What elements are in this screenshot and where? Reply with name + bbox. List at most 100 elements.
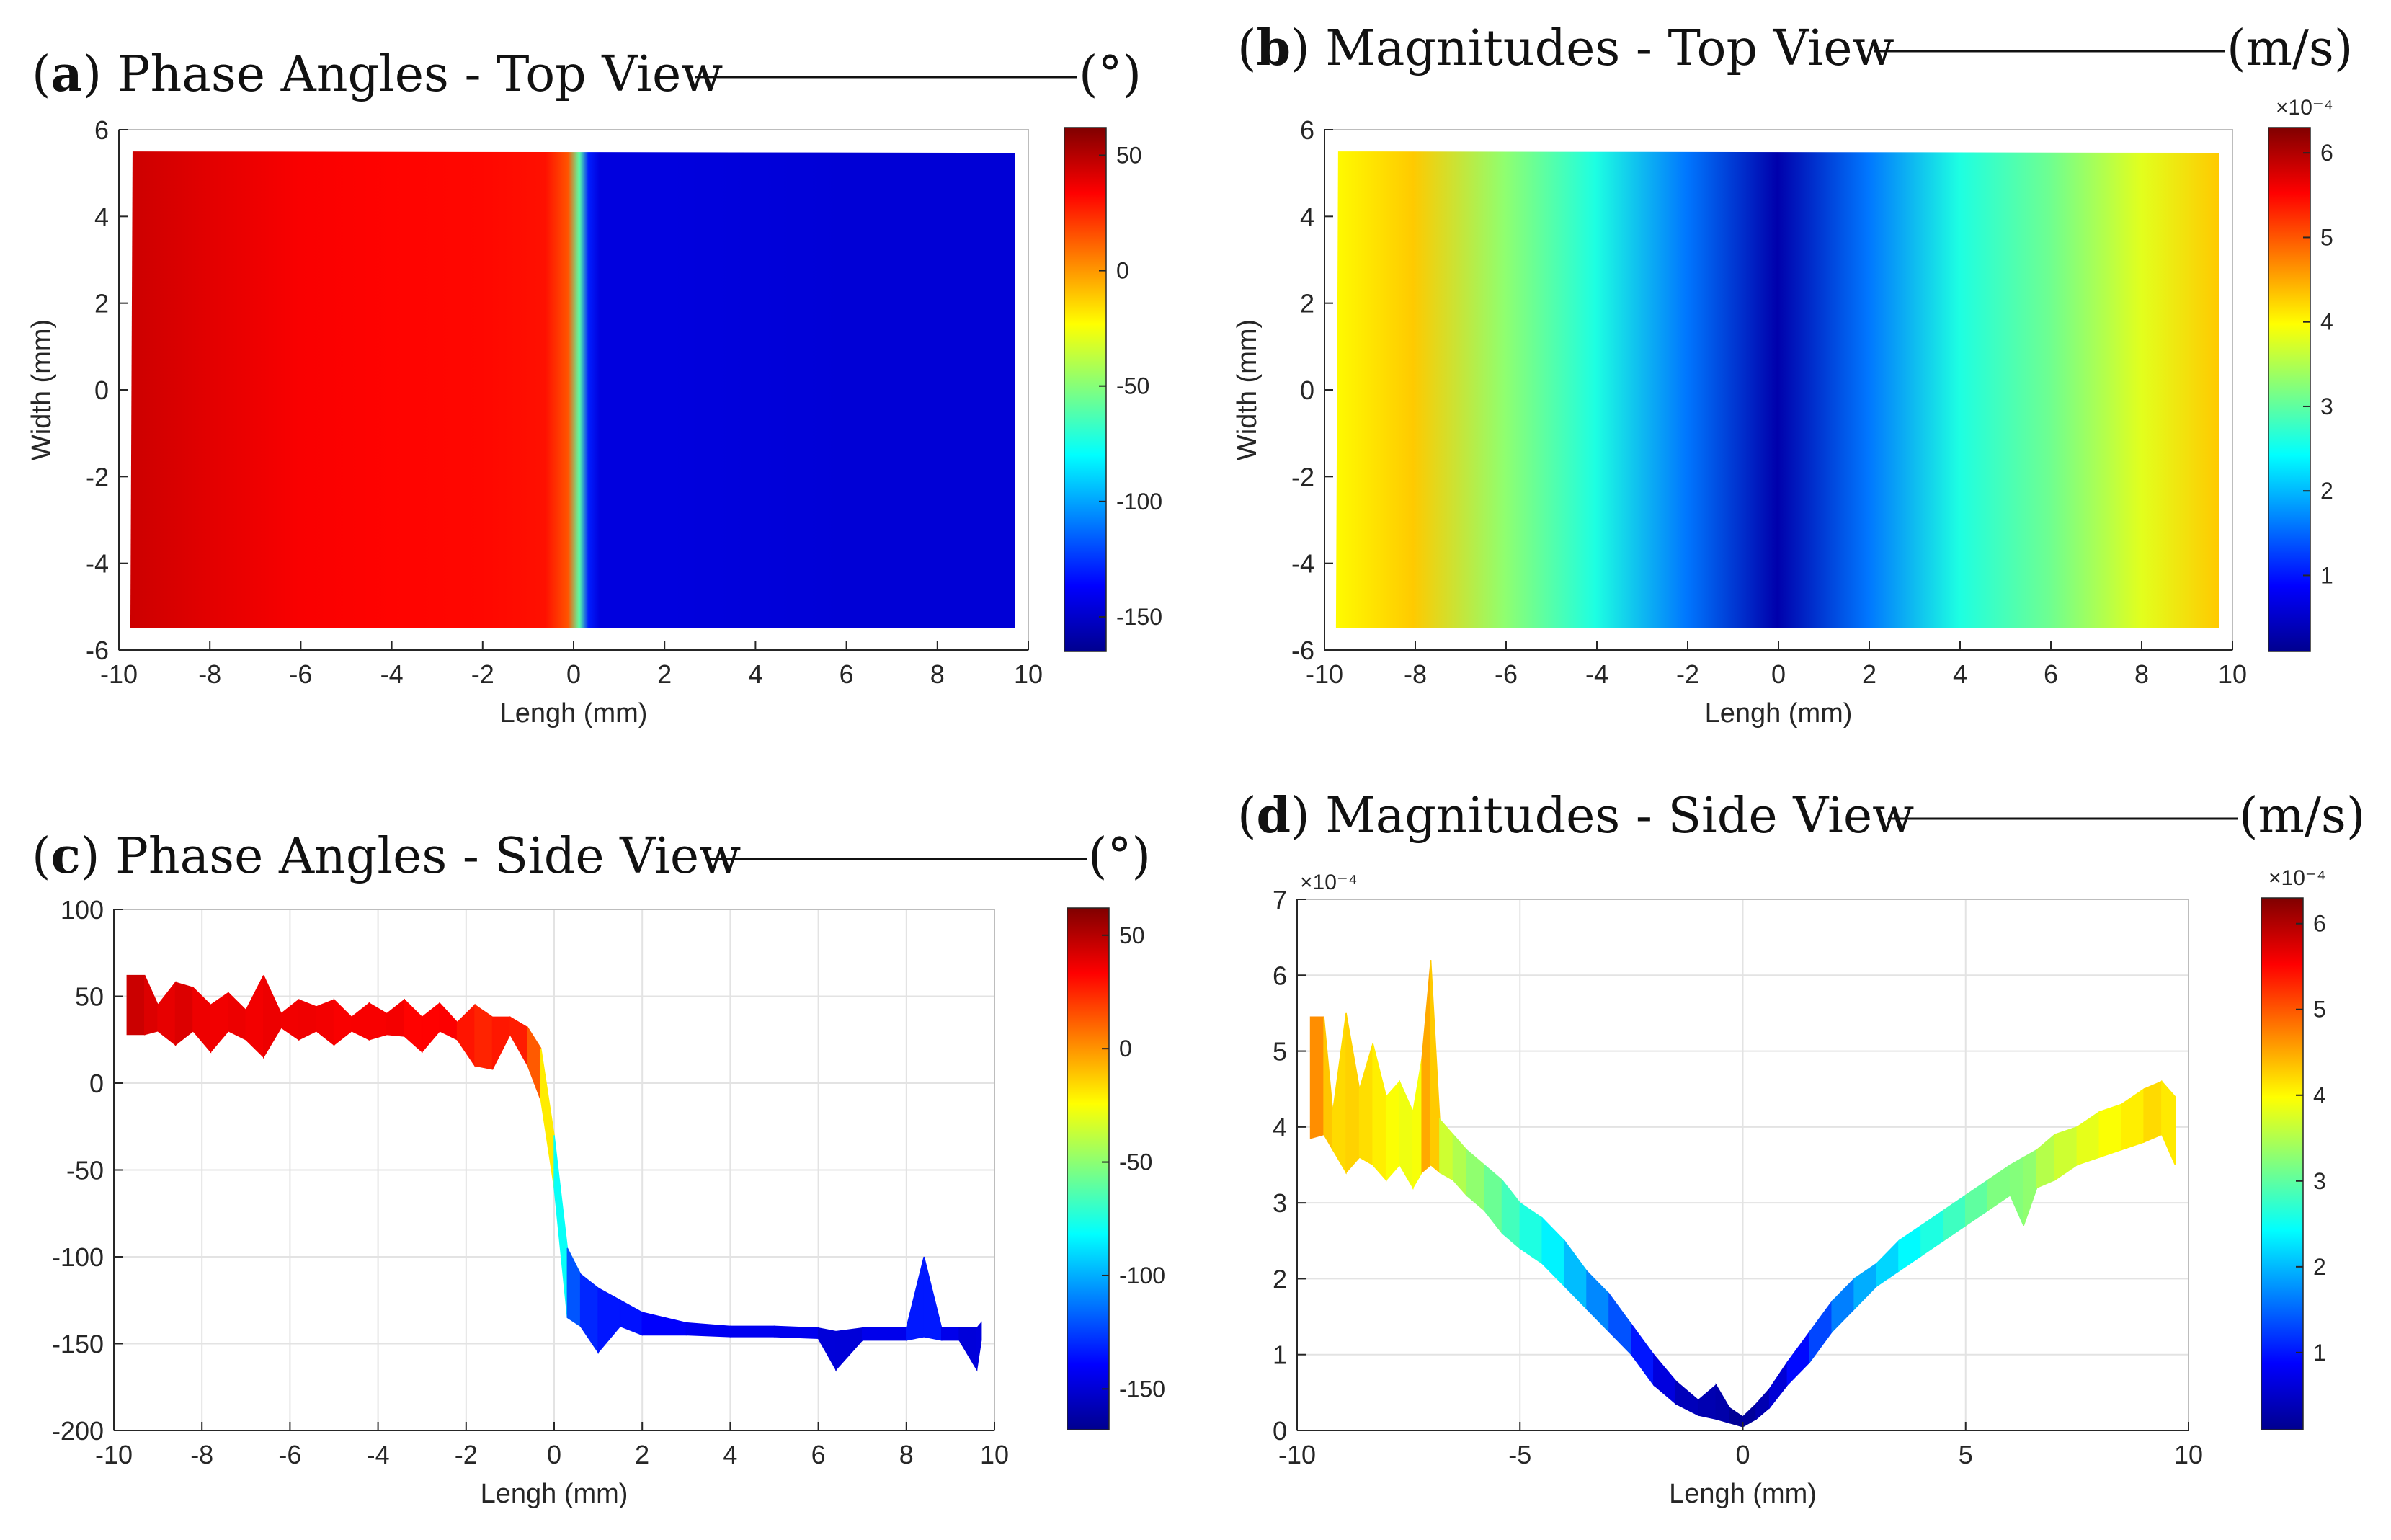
y-tick-label: 4 — [1273, 1113, 1287, 1142]
ribbon-segment — [2161, 1080, 2176, 1165]
y-tick-label: 7 — [1273, 885, 1287, 914]
ribbon-segment — [773, 1325, 819, 1340]
x-tick-label: -6 — [289, 659, 312, 689]
x-tick-label: -10 — [95, 1440, 133, 1469]
x-axis-label-a: Lengh (mm) — [500, 698, 648, 729]
colorbar-tick-label: 2 — [2313, 1254, 2326, 1280]
x-axis-label-c: Lengh (mm) — [481, 1479, 628, 1509]
y-tick-label: -100 — [52, 1242, 104, 1272]
ribbon-segment — [2143, 1080, 2163, 1144]
y-tick-label: 50 — [75, 982, 104, 1012]
x-tick-label: 4 — [723, 1440, 737, 1469]
x-tick-label: -8 — [190, 1440, 213, 1469]
colorbar-tick-label: 4 — [2313, 1082, 2326, 1108]
x-tick-label: -4 — [1585, 659, 1608, 689]
x-axis-label-b: Lengh (mm) — [1705, 698, 1853, 729]
x-tick-label: 8 — [2134, 659, 2149, 689]
title-b-unit: (m/s) — [2227, 20, 2353, 77]
x-tick-label: -8 — [1404, 659, 1427, 689]
ribbon-segment — [1309, 1016, 1324, 1139]
x-axis-label-d: Lengh (mm) — [1669, 1479, 1817, 1509]
colorbar-tick-label: 1 — [2313, 1340, 2326, 1366]
colorbar-gradient — [1064, 127, 1107, 652]
x-tick-label: -6 — [1495, 659, 1518, 689]
colorbar-tick-label: 1 — [2320, 562, 2333, 588]
colorbar-tick-label: 3 — [2313, 1168, 2326, 1194]
y-tick-label: 5 — [1273, 1037, 1287, 1067]
chart-a: -10 -8 -6 -4 -2 0 2 4 6 8 10 -6 -4 -2 0 2 4 6 Lengh (mm) Wi… — [27, 115, 1162, 729]
x-tick-label: 8 — [930, 659, 945, 689]
ribbon-segment — [976, 1321, 982, 1370]
colorbar-tick-label: -100 — [1119, 1263, 1165, 1288]
colorbar-exponent: ×10⁻⁴ — [2268, 866, 2326, 890]
chart-b: -10 -8 -6 -4 -2 0 2 4 6 8 10 -6 -4 -2 0 2 4 6 Lengh (mm) Wi… — [1232, 96, 2333, 729]
y-tick-label: 1 — [1273, 1340, 1287, 1370]
colorbar-c: 50 0 -50 -100 -150 — [1067, 907, 1165, 1430]
y-tick-label: 3 — [1273, 1188, 1287, 1218]
x-tick-label: 10 — [2218, 659, 2247, 689]
title-b-letter: b — [1257, 19, 1291, 77]
x-tick-label: 4 — [748, 659, 762, 689]
ribbon-segment — [126, 974, 146, 1036]
title-b-text: Magnitudes - Top View — [1325, 20, 1894, 77]
y-tick-label: 2 — [1273, 1264, 1287, 1294]
colorbar-gradient — [2268, 127, 2311, 652]
y-tick-label: -6 — [86, 636, 109, 665]
x-tick-label: 2 — [657, 659, 672, 689]
heatmap-surface-a — [130, 151, 1015, 628]
colorbar-tick-label: 5 — [2313, 997, 2326, 1023]
x-tick-label: -10 — [1306, 659, 1343, 689]
y-tick-label: -6 — [1291, 636, 1314, 665]
title-d-text: Magnitudes - Side View — [1325, 788, 1914, 845]
title-d-unit: (m/s) — [2239, 788, 2365, 845]
x-tick-label: 2 — [1862, 659, 1876, 689]
x-tick-label: -2 — [1676, 659, 1699, 689]
y-tick-label: 0 — [94, 375, 109, 405]
x-tick-label: 0 — [547, 1440, 561, 1469]
colorbar-tick-label: 3 — [2320, 393, 2333, 419]
chart-d: -10 -5 0 5 10 0 1 2 3 4 5 6 7 Lengh (mm) ×10⁻⁴ 6 5 4 3 2 1 ×1… — [1273, 866, 2326, 1509]
y-tick-label: 4 — [1300, 202, 1314, 231]
title-a-unit: (°) — [1079, 46, 1141, 103]
ribbon-segment — [2098, 1103, 2122, 1159]
y-tick-label: -200 — [52, 1416, 104, 1446]
colorbar-tick-label: 5 — [2320, 224, 2333, 250]
ribbon-segment — [940, 1327, 960, 1341]
x-tick-label: -10 — [100, 659, 138, 689]
x-tick-label: -5 — [1508, 1440, 1531, 1469]
colorbar-gradient — [2261, 897, 2304, 1430]
title-a: (a) Phase Angles - Top View — [32, 45, 723, 103]
y-axis-exponent: ×10⁻⁴ — [1300, 871, 1358, 894]
x-tick-label: 2 — [635, 1440, 649, 1469]
colorbar-tick-label: 50 — [1116, 142, 1142, 168]
y-tick-label: 2 — [1300, 289, 1314, 319]
colorbar-tick-label: -150 — [1116, 604, 1162, 630]
colorbar-tick-label: 6 — [2320, 140, 2333, 166]
colorbar-tick-label: 0 — [1116, 258, 1129, 284]
colorbar-tick-label: 50 — [1119, 922, 1145, 948]
x-tick-label: 10 — [2174, 1440, 2203, 1469]
colorbar-exponent: ×10⁻⁴ — [2276, 96, 2333, 120]
y-tick-label: -2 — [1291, 462, 1314, 491]
y-tick-label: 6 — [94, 115, 109, 145]
colorbar-tick-label: 4 — [2320, 309, 2333, 335]
title-c-letter: c — [51, 827, 81, 885]
y-tick-label: 100 — [61, 895, 104, 925]
y-tick-label: -2 — [86, 462, 109, 491]
x-tick-label: -4 — [380, 659, 404, 689]
x-tick-label: -2 — [471, 659, 494, 689]
colorbar-tick-label: -50 — [1116, 373, 1149, 399]
ribbon-segment — [729, 1325, 775, 1338]
colorbar-tick-label: -100 — [1116, 489, 1162, 515]
y-tick-label: 6 — [1300, 115, 1314, 145]
title-b: (b) Magnitudes - Top View — [1237, 19, 1894, 77]
y-axis-label-b: Width (mm) — [1232, 319, 1263, 460]
colorbar-tick-label: 6 — [2313, 911, 2326, 937]
title-d: (d) Magnitudes - Side View — [1237, 787, 1914, 845]
x-tick-label: 8 — [899, 1440, 914, 1469]
y-axis-label-a: Width (mm) — [27, 319, 57, 460]
y-tick-label: 2 — [94, 289, 109, 319]
x-tick-label: 0 — [566, 659, 581, 689]
title-c-unit: (°) — [1088, 828, 1151, 885]
